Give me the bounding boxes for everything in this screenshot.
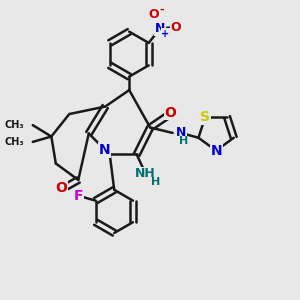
Text: S: S: [200, 110, 210, 124]
Text: -: -: [160, 4, 164, 15]
Text: F: F: [74, 189, 83, 203]
Text: N: N: [210, 144, 222, 158]
Text: CH₃: CH₃: [5, 120, 24, 130]
Text: H: H: [178, 136, 188, 146]
Text: CH₃: CH₃: [5, 137, 24, 147]
Text: N: N: [155, 22, 165, 35]
Text: H: H: [151, 177, 160, 188]
Text: O: O: [164, 106, 176, 119]
Text: O: O: [148, 8, 159, 21]
Text: O: O: [170, 20, 181, 34]
Text: NH: NH: [135, 167, 156, 181]
Text: O: O: [55, 181, 67, 195]
Text: N: N: [176, 126, 187, 140]
Text: N: N: [98, 143, 110, 157]
Text: +: +: [161, 28, 169, 39]
